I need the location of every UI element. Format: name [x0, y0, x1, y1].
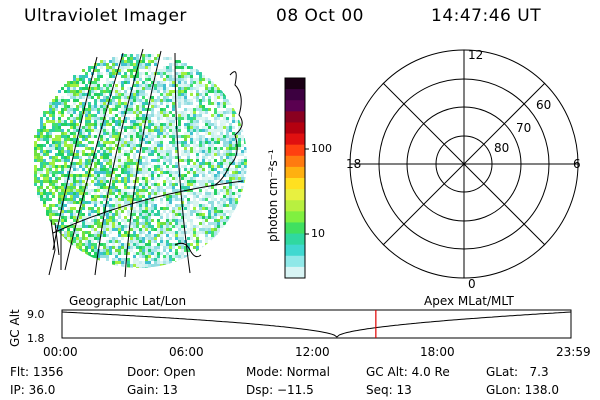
info-mode: Mode: Normal	[246, 365, 330, 379]
grid-line	[174, 52, 191, 274]
timeline-ytick-bottom: 1.8	[27, 332, 45, 345]
grid-line	[52, 56, 98, 251]
info-flt: Flt: 1356	[10, 365, 64, 379]
timeline-xtick-3: 18:00	[420, 345, 455, 359]
info-gain: Gain: 13	[127, 383, 178, 397]
lat-label-70: 70	[516, 121, 531, 135]
mlt-label-18: 18	[346, 157, 361, 171]
timeline-xtick-4: 23:59	[556, 345, 591, 359]
colorbar-tick-100: 100	[311, 142, 332, 155]
colorbar-swatch	[285, 255, 305, 268]
mlt-label-12: 12	[468, 48, 483, 62]
colorbar-swatch	[285, 155, 305, 168]
colorbar-label: photon cm⁻²s⁻¹	[266, 149, 280, 242]
grid-line	[174, 242, 202, 258]
timeline-xtick-1: 06:00	[169, 345, 204, 359]
colorbar-swatch	[285, 200, 305, 212]
date-label: 08 Oct 00	[276, 6, 364, 26]
timeline-ytick-top: 9.0	[27, 308, 45, 321]
grid-line	[214, 71, 243, 186]
info-door: Door: Open	[127, 365, 196, 379]
colorbar: 100 10 photon cm⁻²s⁻¹	[266, 77, 332, 279]
colorbar-swatch	[285, 100, 305, 112]
colorbar-swatch	[285, 111, 305, 123]
colorbar-swatch	[285, 144, 305, 157]
colorbar-swatch	[285, 89, 305, 101]
colorbar-swatch	[285, 133, 305, 146]
grid-line	[52, 180, 244, 234]
colorbar-swatch	[285, 233, 305, 246]
colorbar-swatch	[285, 266, 305, 279]
timeline-xtick-2: 12:00	[295, 345, 330, 359]
mlt-label-6: 6	[573, 157, 581, 171]
info-dsp: Dsp: −11.5	[246, 383, 314, 397]
lat-lon-grid	[48, 48, 244, 278]
colorbar-swatch	[285, 189, 305, 201]
colorbar-swatch	[285, 222, 305, 235]
info-glon: GLon: 138.0	[486, 383, 559, 397]
lat-label-60: 60	[536, 98, 551, 112]
info-glat: GLat: 7.3	[486, 365, 549, 379]
polar-mlat-mlt-plot: 12 18 6 0 60 70 80	[346, 48, 581, 291]
instrument-title: Ultraviolet Imager	[24, 6, 187, 26]
info-seq: Seq: 13	[366, 383, 412, 397]
geographic-caption: Geographic Lat/Lon	[69, 294, 187, 308]
timeline-frame	[61, 309, 572, 339]
colorbar-swatch	[285, 178, 305, 190]
apex-caption: Apex MLat/MLT	[424, 294, 514, 308]
grid-line	[64, 52, 124, 271]
image-pixels	[34, 54, 247, 268]
time-label: 14:47:46 UT	[431, 6, 542, 26]
colorbar-swatch	[285, 122, 305, 135]
grid-line	[94, 48, 144, 276]
info-ip: IP: 36.0	[10, 383, 56, 397]
altitude-timeline: GC Alt 9.0 1.8 00:00 06:00 12:00 18:00 2…	[8, 308, 591, 359]
auroral-image-disc	[34, 48, 247, 278]
info-gc-alt: GC Alt: 4.0 Re	[366, 365, 450, 379]
mlt-label-0: 0	[468, 277, 476, 291]
timeline-xtick-0: 00:00	[43, 345, 78, 359]
grid-line	[48, 219, 62, 276]
colorbar-tick-10: 10	[311, 227, 325, 240]
colorbar-swatch	[285, 78, 305, 90]
colorbar-swatch	[285, 166, 305, 179]
grid-line	[124, 50, 162, 278]
colorbar-swatch	[285, 244, 305, 257]
timeline-y-label: GC Alt	[8, 309, 22, 347]
colorbar-swatch	[285, 211, 305, 223]
altitude-curve	[61, 311, 572, 338]
lat-label-80: 80	[494, 141, 509, 155]
